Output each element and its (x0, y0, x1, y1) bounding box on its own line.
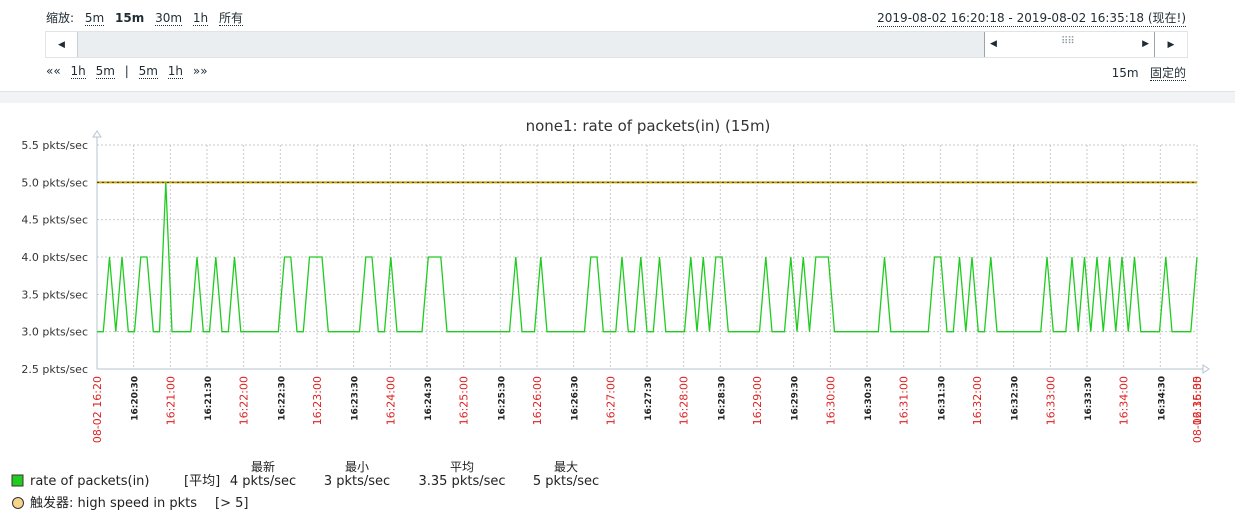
x-tick-label: 16:23:00 (311, 376, 324, 425)
x-tick-label: 16:23:30 (351, 376, 361, 421)
legend-func-tag: [平均] (184, 474, 220, 489)
x-tick-label: 16:20:30 (131, 376, 141, 421)
x-tick-label: 16:35:00 (1191, 376, 1204, 425)
x-tick-label: 16:27:30 (644, 376, 654, 421)
graph-panel: none1: rate of packets(in) (15m) 5.5 pkt… (0, 103, 1235, 517)
x-tick-label: 16:21:00 (164, 376, 177, 425)
graph-canvas: none1: rate of packets(in) (15m) 5.5 pkt… (11, 117, 1210, 511)
legend-col-value: 4 pkts/sec (230, 474, 296, 489)
x-tick-label: 16:29:30 (791, 376, 801, 421)
x-tick-label: 16:25:00 (458, 376, 471, 425)
nav-back-1h[interactable]: 1h (70, 64, 86, 79)
nav-row: «« 1h 5m | 5m 1h »» (46, 64, 214, 79)
nav-fwd-1h[interactable]: 1h (167, 64, 184, 79)
x-tick-label: 16:32:00 (971, 376, 984, 425)
nav-forward-icon: »» (192, 64, 208, 78)
x-tick-label: 16:33:00 (1044, 376, 1057, 425)
nav-separator: | (124, 64, 129, 78)
zoom-all[interactable]: 所有 (218, 11, 243, 26)
time-selector-panel: 缩放: 5m 15m 30m 1h 所有 2019-08-02 16:20:18… (0, 0, 1235, 92)
scroll-thumb[interactable]: ◀ ⠿⠿ ▶ (984, 32, 1155, 57)
x-tick-label: 16:26:00 (531, 376, 544, 425)
x-tick-label: 16:30:00 (824, 376, 837, 425)
thumb-left-handle-icon[interactable]: ◀ (990, 39, 997, 49)
x-tick-label: 16:32:30 (1011, 376, 1021, 421)
triangle-right-icon: ▶ (1167, 39, 1175, 50)
zoom-15m[interactable]: 15m (115, 11, 145, 25)
x-tick-label: 16:28:00 (678, 376, 691, 425)
nav-back-5m[interactable]: 5m (95, 64, 115, 79)
period-row: 15m 固定的 (1112, 64, 1186, 81)
legend-col-value: 3 pkts/sec (324, 474, 390, 489)
x-tick-label: 16:33:30 (1084, 376, 1094, 421)
x-tick-label: 16:24:30 (424, 376, 434, 421)
timeline-scrollbar[interactable]: ◀ ◀ ⠿⠿ ▶ ▶ (45, 31, 1188, 58)
y-axis-arrow-icon (92, 130, 102, 138)
x-tick-label: 16:25:30 (497, 376, 507, 421)
scroll-right-button[interactable]: ▶ (1154, 32, 1187, 57)
nav-back-icon: «« (46, 64, 61, 78)
x-tick-label: 16:29:00 (751, 376, 764, 425)
x-tick-label: 16:31:30 (937, 376, 947, 421)
y-tick-label: 3.0 pkts/sec (21, 326, 88, 339)
zoom-1h[interactable]: 1h (192, 11, 209, 26)
x-tick-label: 16:26:30 (571, 376, 581, 421)
zoom-label: 缩放: (46, 11, 75, 25)
period-value: 15m (1111, 66, 1139, 80)
x-axis-arrow-icon (1202, 364, 1210, 374)
legend-col-header: 最新 (251, 459, 275, 474)
x-axis: 08-02 16:20 16:20:30 16:21:00 16:21:30 16:22… (91, 364, 1210, 443)
legend: rate of packets(in) [平均] 最新4 pkts/sec 最小3 p… (11, 459, 599, 511)
y-tick-label: 4.5 pkts/sec (21, 214, 88, 227)
y-tick-label: 2.5 pkts/sec (21, 363, 88, 376)
y-tick-label: 5.0 pkts/sec (21, 176, 88, 189)
legend-trigger-condition: [> 5] (215, 496, 248, 511)
x-tick-label: 16:21:30 (204, 376, 214, 421)
legend-col-value: 5 pkts/sec (533, 474, 599, 489)
x-tick-label: 16:22:00 (238, 376, 251, 425)
grip-icon: ⠿⠿ (1061, 36, 1075, 47)
zoom-30m[interactable]: 30m (155, 11, 183, 26)
x-tick-label: 16:28:30 (717, 376, 727, 421)
y-tick-label: 5.5 pkts/sec (21, 139, 88, 152)
legend-trigger-label: 触发器: high speed in pkts (30, 495, 197, 511)
x-tick-label: 16:22:30 (277, 376, 287, 421)
series-layer (97, 182, 1198, 333)
x-tick-label: 08-02 16:20 (91, 376, 104, 443)
x-tick-label: 16:24:00 (384, 376, 397, 425)
nav-fwd-5m[interactable]: 5m (138, 64, 158, 79)
grid (97, 144, 1198, 369)
x-tick-label: 16:34:30 (1157, 376, 1167, 421)
x-tick-label: 08-02 16:35 (1191, 376, 1204, 443)
fixed-toggle[interactable]: 固定的 (1149, 66, 1186, 81)
legend-col-header: 最大 (554, 460, 578, 474)
scroll-left-button[interactable]: ◀ (46, 32, 78, 57)
chart-title: none1: rate of packets(in) (15m) (526, 117, 771, 135)
y-axis: 5.5 pkts/sec 5.0 pkts/sec 4.5 pkts/sec 4.0 … (21, 130, 102, 376)
series-line (97, 182, 1198, 333)
zoom-row: 缩放: 5m 15m 30m 1h 所有 (46, 9, 250, 26)
thumb-right-handle-icon[interactable]: ▶ (1142, 39, 1149, 49)
legend-col-value: 3.35 pkts/sec (418, 474, 505, 489)
legend-col-header: 平均 (450, 460, 474, 474)
y-tick-label: 4.0 pkts/sec (21, 251, 88, 264)
triangle-left-icon: ◀ (58, 39, 65, 50)
legend-col-header: 最小 (345, 460, 369, 474)
y-tick-label: 3.5 pkts/sec (21, 288, 88, 301)
x-tick-label: 16:34:00 (1118, 376, 1131, 425)
x-tick-label: 16:31:00 (898, 376, 911, 425)
x-tick-label: 16:30:30 (864, 376, 874, 421)
zoom-5m[interactable]: 5m (84, 11, 105, 26)
x-tick-label: 16:27:00 (604, 376, 617, 425)
legend-trigger-icon (12, 497, 24, 509)
legend-series-name: rate of packets(in) (30, 474, 150, 489)
legend-swatch-series (11, 474, 24, 487)
time-range-display[interactable]: 2019-08-02 16:20:18 - 2019-08-02 16:35:1… (877, 11, 1186, 27)
